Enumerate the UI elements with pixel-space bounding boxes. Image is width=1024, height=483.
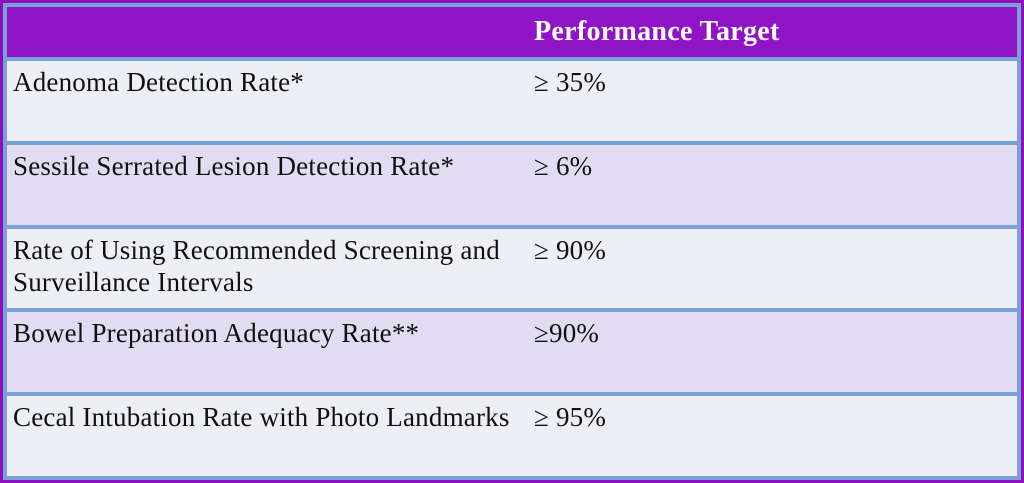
header-performance-target-label: Performance Target (534, 16, 780, 47)
table-row-bowel-preparation-adequacy-rate: Bowel Preparation Adequacy Rate** ≥90% (7, 308, 1017, 393)
table-row-adenoma-detection-rate: Adenoma Detection Rate* ≥ 35% (7, 57, 1017, 141)
metric-label: Rate of Using Recommended Screening and … (13, 234, 500, 297)
metric-label: Sessile Serrated Lesion Detection Rate* (13, 150, 455, 181)
header-empty-cell (7, 7, 530, 57)
target-value: ≥90% (534, 318, 600, 349)
metric-label: Cecal Intubation Rate with Photo Landmar… (13, 402, 510, 433)
table-row-recommended-screening-surveillance-intervals: Rate of Using Recommended Screening and … (7, 224, 1017, 309)
table-row-sessile-serrated-lesion-detection-rate: Sessile Serrated Lesion Detection Rate* … (7, 140, 1017, 225)
target-value: ≥ 95% (534, 402, 607, 433)
table-row-cecal-intubation-rate: Cecal Intubation Rate with Photo Landmar… (7, 392, 1017, 476)
metric-label: Bowel Preparation Adequacy Rate** (13, 318, 420, 349)
table-inner-border: Performance Target Adenoma Detection Rat… (3, 3, 1021, 480)
metric-label: Adenoma Detection Rate* (13, 67, 305, 97)
table-header-row: Performance Target (7, 7, 1017, 57)
target-value: ≥ 35% (534, 67, 607, 97)
target-value: ≥ 90% (534, 234, 607, 265)
target-value: ≥ 6% (534, 150, 593, 181)
